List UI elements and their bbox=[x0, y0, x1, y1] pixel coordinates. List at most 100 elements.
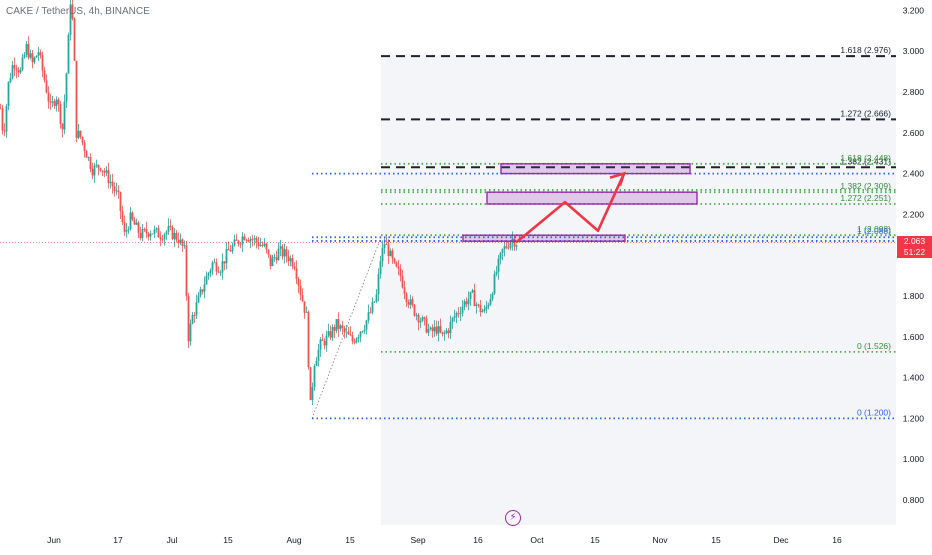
candle-body bbox=[5, 106, 8, 132]
candle-body bbox=[183, 245, 186, 247]
candle-body bbox=[141, 228, 144, 239]
candle-body bbox=[387, 244, 390, 257]
candle-body bbox=[321, 339, 324, 341]
candle-body bbox=[495, 271, 498, 275]
candle-body bbox=[255, 238, 258, 243]
candle-body bbox=[67, 34, 70, 74]
candle-body bbox=[385, 244, 388, 246]
y-axis-tick-label: 1.400 bbox=[903, 373, 925, 383]
candle-body bbox=[309, 367, 312, 401]
candle-body bbox=[449, 322, 452, 334]
candle-body bbox=[71, 4, 74, 19]
candle-body bbox=[313, 365, 316, 388]
projection-background bbox=[381, 55, 896, 525]
x-axis-tick-label: Jul bbox=[167, 535, 178, 545]
candle-body bbox=[57, 99, 60, 105]
candle-body bbox=[249, 238, 252, 242]
candle-body bbox=[307, 311, 310, 368]
candle-body bbox=[315, 360, 318, 366]
x-axis-tick-label: Sep bbox=[410, 535, 425, 545]
candle-body bbox=[203, 284, 206, 292]
candle-body bbox=[271, 257, 274, 267]
candle-body bbox=[295, 268, 298, 279]
candle-body bbox=[471, 290, 474, 293]
candle-body bbox=[475, 304, 478, 307]
y-axis-tick-label: 1.000 bbox=[903, 454, 925, 464]
lightning-icon[interactable]: ⚡ bbox=[505, 510, 521, 526]
candle-body bbox=[401, 275, 404, 288]
fib-level-label: 1.382 (2.431) bbox=[840, 156, 891, 166]
y-axis-tick-label: 1.800 bbox=[903, 291, 925, 301]
candle-body bbox=[461, 306, 464, 314]
candle-body bbox=[85, 151, 88, 158]
candle-body bbox=[107, 170, 110, 184]
candle-body bbox=[515, 245, 518, 247]
candle-body bbox=[179, 239, 182, 244]
candle-body bbox=[3, 130, 6, 132]
fib-level-label: 1.618 (2.976) bbox=[840, 45, 891, 55]
candle-body bbox=[31, 53, 34, 63]
candle-body bbox=[15, 68, 18, 71]
candle-body bbox=[243, 236, 246, 240]
symbol-title: CAKE / TetherUS, 4h, BINANCE bbox=[6, 6, 150, 17]
candle-body bbox=[155, 228, 158, 230]
candle-body bbox=[175, 232, 178, 240]
candle-body bbox=[265, 243, 268, 250]
candle-body bbox=[375, 294, 378, 302]
candle-body bbox=[285, 249, 288, 257]
candle-body bbox=[63, 101, 66, 130]
candle-body bbox=[347, 331, 350, 335]
candle-body bbox=[231, 245, 234, 252]
x-axis-tick-label: Jun bbox=[47, 535, 61, 545]
candle-body bbox=[411, 299, 414, 306]
candle-body bbox=[395, 262, 398, 267]
candle-body bbox=[201, 289, 204, 292]
y-axis-tick-label: 0.800 bbox=[903, 495, 925, 505]
candle-body bbox=[465, 301, 468, 305]
candle-body bbox=[437, 326, 440, 334]
candle-body bbox=[277, 248, 280, 261]
candle-body bbox=[329, 331, 332, 338]
x-axis-tick-label: 17 bbox=[113, 535, 123, 545]
candle-body bbox=[189, 323, 192, 342]
candle-body bbox=[167, 225, 170, 232]
candle-body bbox=[343, 328, 346, 332]
candle-body bbox=[247, 240, 250, 242]
candle-body bbox=[441, 331, 444, 334]
candle-body bbox=[185, 245, 188, 296]
candle-body bbox=[45, 80, 48, 93]
x-axis-tick-label: 15 bbox=[711, 535, 721, 545]
y-axis-tick-label: 1.200 bbox=[903, 413, 925, 423]
candle-body bbox=[459, 313, 462, 314]
candle-body bbox=[483, 309, 486, 312]
candle-body bbox=[25, 43, 28, 55]
candle-body bbox=[453, 316, 456, 319]
candle-body bbox=[323, 340, 326, 346]
candle-body bbox=[497, 258, 500, 272]
candle-body bbox=[27, 43, 30, 58]
candle-body bbox=[269, 254, 272, 267]
candle-body bbox=[187, 295, 190, 342]
fib-level-label: 0 (1.200) bbox=[857, 407, 891, 417]
candle-body bbox=[447, 330, 450, 334]
candle-body bbox=[499, 252, 502, 259]
candle-body bbox=[287, 256, 290, 262]
candle-body bbox=[297, 278, 300, 286]
candle-body bbox=[217, 271, 220, 273]
candle-body bbox=[351, 335, 354, 342]
candle-body bbox=[467, 299, 470, 305]
x-axis-tick-label: 15 bbox=[223, 535, 233, 545]
candle-body bbox=[35, 55, 38, 58]
candle-body bbox=[109, 181, 112, 184]
candle-body bbox=[327, 331, 330, 336]
candle-body bbox=[245, 239, 248, 241]
candle-body bbox=[0, 108, 2, 110]
candle-body bbox=[423, 317, 426, 319]
candle-body bbox=[197, 295, 200, 303]
candle-body bbox=[47, 92, 50, 102]
candle-body bbox=[373, 301, 376, 303]
candle-body bbox=[463, 301, 466, 307]
candle-body bbox=[455, 312, 458, 317]
candle-body bbox=[93, 165, 96, 176]
